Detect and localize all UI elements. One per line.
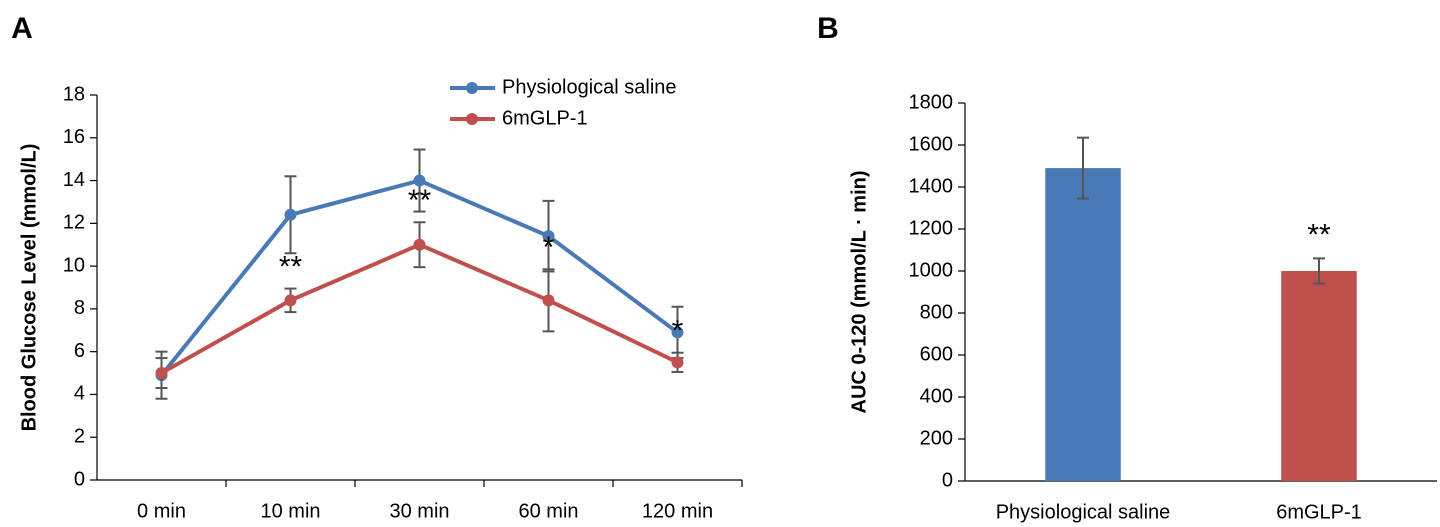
y-tick-label: 200 xyxy=(920,427,953,449)
x-tick-label: 30 min xyxy=(389,500,449,522)
x-tick-label: 10 min xyxy=(260,500,320,522)
y-tick-label: 1600 xyxy=(909,133,954,155)
y-tick-label: 400 xyxy=(920,385,953,407)
y-tick-label: 600 xyxy=(920,343,953,365)
significance-label: ** xyxy=(279,250,303,283)
y-tick-label: 2 xyxy=(74,426,85,448)
point xyxy=(284,208,297,221)
panel-label: A xyxy=(11,12,33,45)
y-tick-label: 1400 xyxy=(909,175,954,197)
x-tick-label: 0 min xyxy=(137,500,186,522)
y-tick-label: 1800 xyxy=(909,91,954,113)
y-tick-label: 8 xyxy=(74,297,85,319)
y-tick-label: 0 xyxy=(942,469,953,491)
y-tick-label: 4 xyxy=(74,383,85,405)
y-tick-label: 14 xyxy=(63,169,85,191)
y-tick-label: 800 xyxy=(920,301,953,323)
y-tick-label: 1000 xyxy=(909,259,954,281)
x-tick-label: 6mGLP-1 xyxy=(1276,501,1362,523)
legend-marker xyxy=(466,113,478,125)
y-axis-label: AUC 0-120 (mmol/L · min) xyxy=(848,171,870,414)
significance-label: ** xyxy=(408,184,432,217)
bar xyxy=(1045,168,1121,481)
point xyxy=(671,356,684,369)
significance-label: ** xyxy=(1307,218,1331,251)
legend-marker xyxy=(466,82,478,94)
panel-label: B xyxy=(817,12,839,45)
point xyxy=(542,294,555,307)
y-axis-label: Blood Glucose Level (mmol/L) xyxy=(18,144,40,432)
point xyxy=(155,367,168,380)
x-tick-label: 60 min xyxy=(518,500,578,522)
y-tick-label: 0 xyxy=(74,468,85,490)
error-bar xyxy=(1313,257,1325,285)
point xyxy=(284,294,297,307)
y-tick-label: 10 xyxy=(63,254,85,276)
y-tick-label: 18 xyxy=(63,83,85,105)
bar xyxy=(1281,271,1357,481)
point xyxy=(413,174,426,187)
point xyxy=(413,238,426,251)
y-tick-label: 16 xyxy=(63,126,85,148)
y-tick-label: 6 xyxy=(74,340,85,362)
x-tick-label: Physiological saline xyxy=(996,501,1171,523)
point xyxy=(542,230,555,243)
legend-label: 6mGLP-1 xyxy=(502,107,588,129)
significance-label: * xyxy=(672,315,684,348)
y-tick-label: 12 xyxy=(63,212,85,234)
error-bar xyxy=(1077,136,1089,200)
significance-label: * xyxy=(543,231,555,264)
legend-label: Physiological saline xyxy=(502,76,677,98)
point xyxy=(671,326,684,339)
x-tick-label: 120 min xyxy=(642,500,713,522)
y-tick-label: 1200 xyxy=(909,217,954,239)
